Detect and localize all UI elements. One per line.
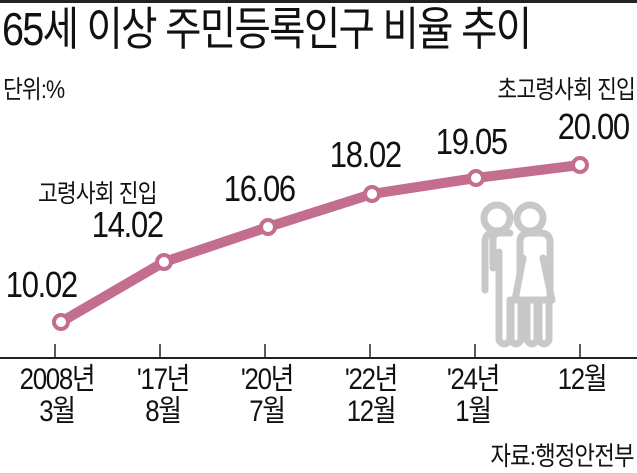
data-point xyxy=(155,253,173,271)
value-label: 10.02 xyxy=(5,264,78,305)
data-point xyxy=(259,218,277,236)
elderly-couple-icon xyxy=(480,201,556,348)
x-tick-label-line2: 3월 xyxy=(39,395,76,428)
x-tick-label: '24년 1월 xyxy=(421,364,524,428)
annotation-aged-society: 고령사회 진입 xyxy=(38,180,157,208)
x-tick-label-line1: '20년 xyxy=(240,363,294,396)
top-rule xyxy=(0,0,637,3)
x-tick-label: 2008년 3월 xyxy=(5,364,108,428)
value-label: 19.05 xyxy=(435,121,508,162)
x-tick-label: '22년 12월 xyxy=(319,364,422,428)
annotation-super-aged-society: 초고령사회 진입 xyxy=(497,76,635,104)
unit-label: 단위:% xyxy=(3,76,65,104)
x-tick-label-line2: 8월 xyxy=(145,395,182,428)
x-tick-label-line1: '22년 xyxy=(344,363,398,396)
data-point xyxy=(363,185,381,203)
chart-title: 65세 이상 주민등록인구 비율 추이 xyxy=(2,3,532,55)
source-credit: 자료:행정안전부 xyxy=(490,441,635,471)
x-axis-ticks xyxy=(54,344,581,358)
data-point xyxy=(467,169,485,187)
x-tick-label-line2: 1월 xyxy=(455,395,492,428)
x-tick-label-line1: '17년 xyxy=(136,363,190,396)
value-label: 16.06 xyxy=(223,168,296,209)
x-tick-label: '20년 7월 xyxy=(215,364,318,428)
value-label: 14.02 xyxy=(91,204,164,245)
x-tick-label-line1: 12월 xyxy=(557,363,608,396)
value-label: 20.00 xyxy=(557,106,630,147)
value-label: 18.02 xyxy=(329,134,402,175)
data-point xyxy=(571,156,589,174)
x-tick-label-line2: 12월 xyxy=(346,395,397,428)
data-point xyxy=(52,313,70,331)
x-tick-label-line1: 2008년 xyxy=(19,363,96,396)
x-tick-label-line2: 7월 xyxy=(249,395,286,428)
x-tick-label: 12월 xyxy=(530,364,633,396)
x-tick-label-line1: '24년 xyxy=(446,363,500,396)
series-line xyxy=(56,160,585,327)
data-point-markers xyxy=(52,156,589,331)
x-tick-label: '17년 8월 xyxy=(111,364,214,428)
